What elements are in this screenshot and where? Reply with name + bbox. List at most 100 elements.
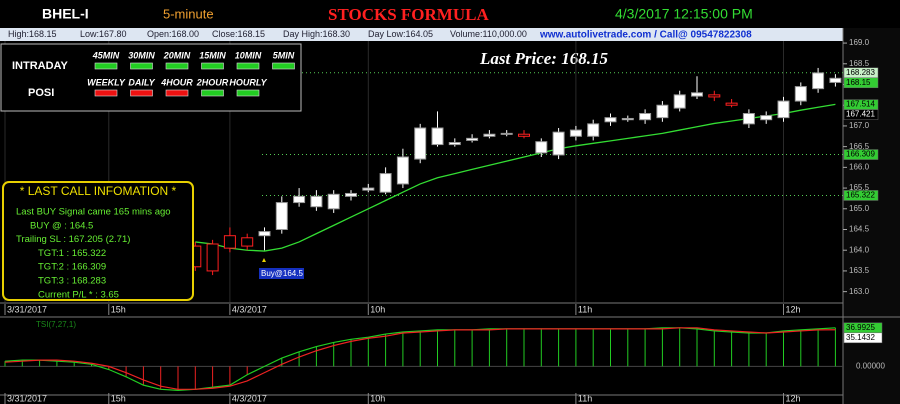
signal-label: 2HOUR	[196, 77, 229, 87]
x-tick-label: 11h	[578, 393, 592, 403]
signal-label: WEEKLY	[87, 77, 126, 87]
x-tick-label: 3/31/2017	[7, 393, 47, 403]
candle-body	[379, 173, 392, 193]
y-tick-label: 166.0	[849, 162, 870, 171]
x-tick-label: 10h	[370, 393, 385, 403]
last-call-line: TGT:3 : 168.283	[38, 276, 106, 287]
candle-body	[621, 117, 634, 121]
info-item: Open:168.00	[147, 29, 199, 39]
timeframe: 5-minute	[163, 6, 214, 21]
price-pane: 3/31/2017 3/31/2017 15h 15h 4/3/2017 4/3/2017…	[4, 38, 879, 404]
last-call-box	[2, 181, 194, 301]
tsi-label: 35.1432	[846, 333, 875, 342]
candle-body	[448, 142, 461, 146]
info-bar	[0, 28, 843, 41]
price-label: 166.309	[846, 150, 875, 159]
buy-label-box	[259, 268, 304, 279]
candle-body	[362, 187, 375, 191]
tsi-title: TSI(7,27,1)	[36, 320, 76, 329]
x-tick-label: 12h	[786, 393, 801, 403]
signal-label: 5MIN	[273, 50, 295, 60]
x-tick-label: 10h	[370, 304, 385, 314]
candle-body	[241, 237, 254, 247]
moving-average	[195, 103, 836, 252]
info-item: Day Low:164.05	[368, 29, 433, 39]
candle-body	[466, 137, 479, 141]
price-label: 167.514	[846, 100, 875, 109]
info-item: Volume:110,000.00	[450, 29, 527, 39]
y-tick-label: 0.00000	[856, 361, 885, 370]
price-label-box	[843, 149, 879, 160]
candle-body	[569, 129, 582, 137]
signal-label: 30MIN	[128, 50, 155, 60]
candle-body	[673, 94, 686, 109]
candle-body	[708, 94, 721, 98]
y-tick-label: 168.5	[849, 59, 870, 68]
candle-body	[206, 243, 219, 272]
y-tick-label: 164.5	[849, 225, 870, 234]
tsi-label: 36.9925	[846, 323, 875, 332]
candle-body	[742, 113, 755, 125]
x-tick-label: 12h	[786, 304, 801, 314]
price-label: 168.283	[846, 68, 875, 77]
candle-body	[639, 113, 652, 121]
signal-light	[130, 62, 153, 70]
signal-light	[130, 89, 153, 97]
signal-light	[94, 62, 118, 70]
last-call-line: TGT:2 : 166.309	[38, 262, 106, 273]
signal-label: HOURLY	[229, 77, 267, 87]
signal-light	[165, 89, 189, 97]
candle-body	[535, 141, 548, 154]
candle-body	[275, 202, 288, 230]
y-tick-label: 167.0	[849, 121, 870, 130]
candle-body	[725, 102, 738, 106]
candle-body	[310, 195, 323, 208]
candle-body	[829, 77, 842, 83]
last-call-line: Trailing SL : 167.205 (2.71)	[16, 234, 130, 245]
candle-body	[293, 195, 306, 204]
last-call-line: BUY @ : 164.5	[30, 220, 93, 231]
price-label-box	[843, 77, 879, 89]
signal-light	[272, 62, 295, 70]
last-call-lines: Last BUY Signal came 165 mins ago BUY @ :…	[16, 207, 171, 301]
price-label: 167.421	[846, 110, 875, 119]
last-price: Last Price: 168.15	[479, 49, 608, 68]
tsi-label-box	[843, 332, 883, 344]
signal-label: 15MIN	[199, 50, 226, 60]
tsi-line	[4, 327, 836, 390]
candle-body	[587, 123, 600, 137]
signal-light	[236, 62, 260, 70]
candle-body	[483, 133, 496, 137]
candle-body	[518, 133, 530, 137]
y-tick-label: 163.5	[849, 266, 870, 275]
last-call-line: Current P/L * : 3.65	[38, 289, 119, 300]
tsi-line	[4, 327, 836, 391]
info-item: Low:167.80	[80, 29, 127, 39]
last-call-title: * LAST CALL INFOMATION *	[20, 184, 177, 198]
buy-arrow	[262, 258, 266, 262]
signal-grid: INTRADAY 45MIN 30MIN 20MIN 15MIN 10MIN 5MIN POS…	[12, 50, 295, 99]
signal-label: DAILY	[128, 77, 155, 87]
y-tick-label: 165.5	[849, 183, 870, 192]
price-label: 165.322	[846, 191, 875, 200]
candle-body	[777, 100, 790, 119]
y-tick-label: 164.0	[849, 245, 870, 254]
last-call-line: Last BUY Signal came 165 mins ago	[16, 207, 171, 218]
candle-body	[794, 86, 807, 102]
signal-light	[201, 89, 224, 97]
candle-body	[500, 132, 513, 135]
candle-body	[604, 117, 617, 123]
signal-light	[165, 62, 189, 70]
signal-label: 10MIN	[235, 50, 262, 60]
signal-label: 4HOUR	[160, 77, 193, 87]
candle-body	[812, 72, 825, 90]
buy-label: Buy@164.5	[261, 269, 303, 278]
candle-body	[345, 192, 357, 197]
info-items: High:168.15 Low:167.80 Open:168.00 Close:16…	[8, 29, 527, 39]
site: www.autolivetrade.com / Call@ 0954782230…	[539, 30, 752, 41]
info-item: Day High:168.30	[283, 29, 350, 39]
x-tick-label: 4/3/2017	[232, 393, 267, 403]
y-tick-label: 166.5	[849, 142, 870, 151]
signal-row-label: INTRADAY	[12, 60, 68, 72]
